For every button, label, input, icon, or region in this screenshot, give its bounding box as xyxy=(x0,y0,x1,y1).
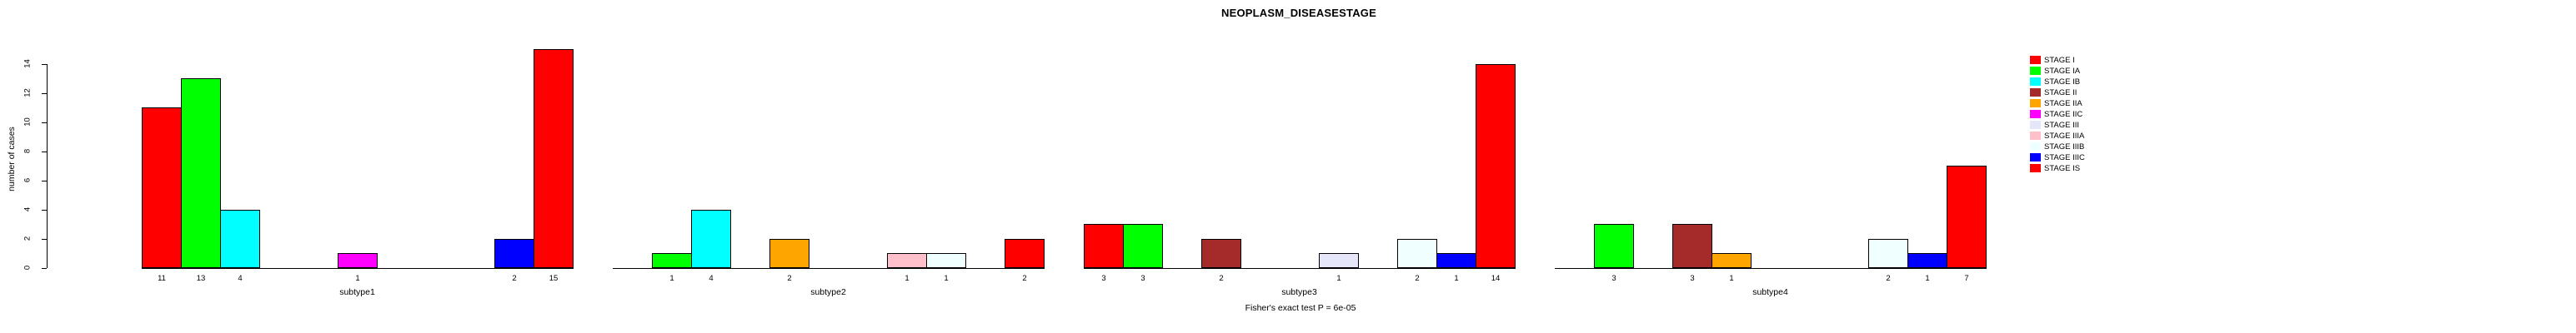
bar-subtype2-stage-iiib xyxy=(926,253,966,268)
legend-swatch xyxy=(2030,142,2041,151)
y-tick-label: 10 xyxy=(23,117,33,127)
y-tick-mark xyxy=(42,122,47,123)
bar-value-label: 1 xyxy=(944,274,949,283)
bar-value-label: 3 xyxy=(1140,274,1145,283)
y-tick-mark xyxy=(42,64,47,65)
y-axis-line xyxy=(47,64,48,268)
fisher-test-caption: Fisher's exact test P = 6e-05 xyxy=(1245,303,1356,313)
bar-subtype3-stage-ia xyxy=(1123,224,1163,268)
bar-subtype2-stage-iiia xyxy=(887,253,927,268)
bar-value-label: 15 xyxy=(549,274,559,283)
legend-swatch xyxy=(2030,67,2041,75)
bar-subtype2-stage-is xyxy=(1005,239,1045,268)
bar-subtype1-stage-ia xyxy=(181,78,221,268)
bar-subtype4-stage-iiib xyxy=(1868,239,1908,268)
y-tick-label: 6 xyxy=(23,177,33,183)
bar-value-label: 11 xyxy=(158,274,166,283)
bar-subtype3-stage-ii xyxy=(1201,239,1241,268)
legend-label: STAGE IIA xyxy=(2044,99,2082,108)
legend-swatch xyxy=(2030,77,2041,86)
bar-subtype3-stage-is xyxy=(1476,64,1516,268)
legend-label: STAGE II xyxy=(2044,88,2077,97)
y-tick-mark xyxy=(42,239,47,240)
y-tick-label: 12 xyxy=(23,88,33,97)
bar-subtype1-stage-is xyxy=(534,49,574,268)
legend-swatch xyxy=(2030,110,2041,118)
bar-subtype1-stage-ib xyxy=(220,210,260,268)
y-tick-label: 2 xyxy=(23,236,33,241)
bar-value-label: 1 xyxy=(1336,274,1341,283)
bar-subtype4-stage-ia xyxy=(1594,224,1634,268)
bar-value-label: 13 xyxy=(196,274,206,283)
legend-label: STAGE IB xyxy=(2044,77,2081,87)
bar-value-label: 14 xyxy=(1491,274,1501,283)
legend-swatch xyxy=(2030,153,2041,162)
bar-value-label: 2 xyxy=(512,274,517,283)
legend-label: STAGE IIIA xyxy=(2044,132,2085,141)
y-axis-title: number of cases xyxy=(7,127,17,191)
x-axis-line xyxy=(613,268,1045,269)
chart-title: NEOPLASM_DISEASESTAGE xyxy=(1221,7,1376,19)
legend-swatch xyxy=(2030,164,2041,172)
legend-label: STAGE IS xyxy=(2044,164,2081,173)
bar-value-label: 3 xyxy=(1690,274,1695,283)
y-tick-label: 0 xyxy=(23,265,33,271)
bar-subtype2-stage-ib xyxy=(691,210,731,268)
bar-value-label: 1 xyxy=(1925,274,1930,283)
group-label-subtype3: subtype3 xyxy=(1281,287,1317,297)
legend-swatch xyxy=(2030,88,2041,97)
y-tick-mark xyxy=(42,210,47,211)
bar-subtype2-stage-iia xyxy=(769,239,809,268)
bar-value-label: 1 xyxy=(905,274,910,283)
bar-subtype4-stage-iia xyxy=(1711,253,1752,268)
legend-swatch xyxy=(2030,56,2041,64)
bar-subtype4-stage-iiic xyxy=(1907,253,1947,268)
y-tick-label: 14 xyxy=(23,59,33,68)
bar-value-label: 4 xyxy=(709,274,714,283)
legend-swatch xyxy=(2030,121,2041,129)
bar-value-label: 1 xyxy=(1729,274,1734,283)
legend-label: STAGE I xyxy=(2044,56,2075,65)
y-tick-mark xyxy=(42,268,47,269)
bar-subtype2-stage-ia xyxy=(652,253,692,268)
bar-value-label: 2 xyxy=(1886,274,1891,283)
y-tick-label: 4 xyxy=(23,206,33,212)
bar-subtype3-stage-iiib xyxy=(1397,239,1437,268)
bar-value-label: 3 xyxy=(1101,274,1106,283)
bar-value-label: 3 xyxy=(1611,274,1616,283)
bar-value-label: 2 xyxy=(787,274,792,283)
group-label-subtype4: subtype4 xyxy=(1752,287,1788,297)
bar-value-label: 4 xyxy=(238,274,243,283)
group-label-subtype1: subtype1 xyxy=(339,287,375,297)
bar-subtype3-stage-i xyxy=(1084,224,1124,268)
bar-value-label: 2 xyxy=(1219,274,1224,283)
bar-subtype3-stage-iii xyxy=(1319,253,1359,268)
bar-value-label: 2 xyxy=(1415,274,1420,283)
bar-subtype3-stage-iiic xyxy=(1436,253,1476,268)
y-tick-mark xyxy=(42,93,47,94)
bar-value-label: 2 xyxy=(1022,274,1027,283)
bar-value-label: 1 xyxy=(669,274,674,283)
x-axis-line xyxy=(1084,268,1516,269)
bar-subtype1-stage-iiic xyxy=(494,239,534,268)
legend-label: STAGE IA xyxy=(2044,67,2081,76)
bar-value-label: 1 xyxy=(1454,274,1459,283)
bar-value-label: 1 xyxy=(355,274,360,283)
bar-subtype4-stage-ii xyxy=(1672,224,1712,268)
bar-subtype1-stage-iic xyxy=(338,253,378,268)
legend-label: STAGE IIC xyxy=(2044,110,2083,119)
legend-label: STAGE IIIB xyxy=(2044,142,2085,152)
legend-swatch xyxy=(2030,132,2041,140)
group-label-subtype2: subtype2 xyxy=(810,287,846,297)
y-tick-label: 8 xyxy=(23,148,33,154)
legend-label: STAGE IIIC xyxy=(2044,153,2085,162)
legend-swatch xyxy=(2030,99,2041,107)
bar-subtype1-stage-i xyxy=(142,107,182,268)
bar-value-label: 7 xyxy=(1964,274,1969,283)
legend-label: STAGE III xyxy=(2044,121,2080,130)
x-axis-line xyxy=(142,268,574,269)
x-axis-line xyxy=(1555,268,1987,269)
bar-subtype4-stage-is xyxy=(1947,166,1987,268)
